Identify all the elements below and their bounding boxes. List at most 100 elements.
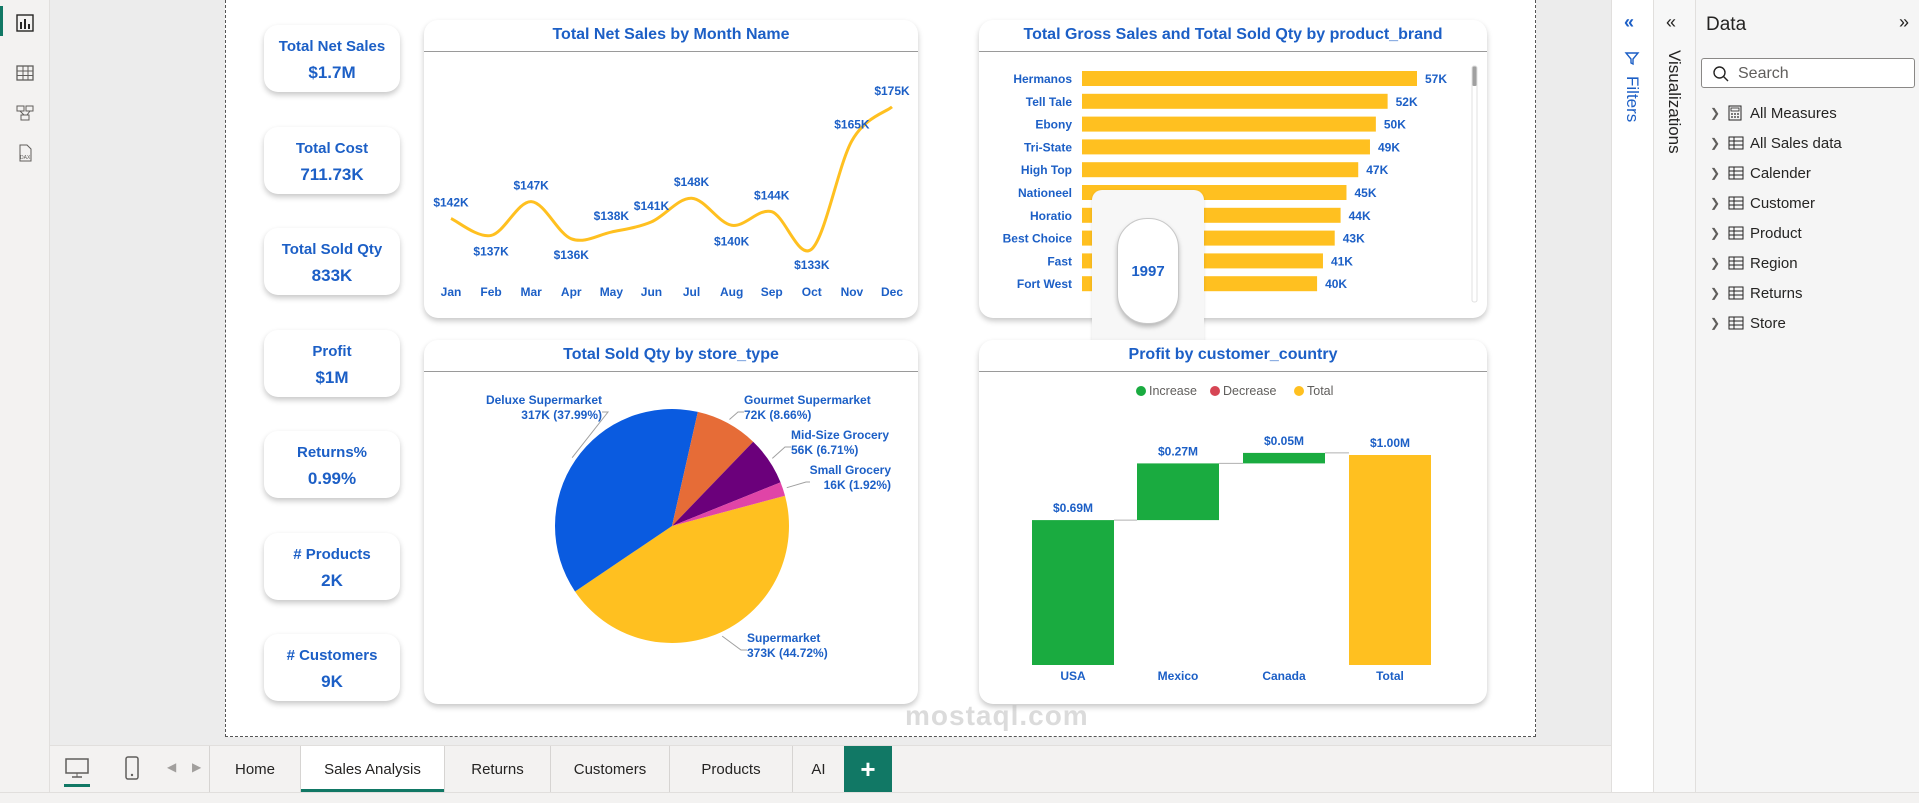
filters-label[interactable]: Filters — [1623, 76, 1642, 123]
x-tick-label: Aug — [720, 285, 743, 299]
waterfall-bar[interactable] — [1137, 463, 1219, 521]
collapse-data-pane-icon[interactable]: » — [1898, 12, 1909, 32]
chevron-right-icon[interactable]: ❯ — [1710, 166, 1721, 180]
slice-value-label: 56K (6.71%) — [791, 443, 858, 457]
y-tick-label: Nationeel — [1018, 186, 1072, 200]
layout-active-indicator — [64, 784, 90, 787]
slice-name-label: Mid-Size Grocery — [791, 428, 889, 442]
data-table-item[interactable]: ❯ Store — [1710, 311, 1786, 335]
y-tick-label: Horatio — [1030, 209, 1072, 223]
pie-slice[interactable] — [672, 441, 781, 526]
data-table-item[interactable]: ❯ Customer — [1710, 191, 1815, 215]
y-tick-label: Tri-State — [1024, 140, 1072, 154]
data-table-item[interactable]: ❯ Product — [1710, 221, 1802, 245]
model-view-icon[interactable] — [12, 100, 38, 126]
pie-chart-card[interactable]: Total Sold Qty by store_type Supermarket… — [424, 340, 918, 704]
data-table-item[interactable]: ❯ Calender — [1710, 161, 1811, 185]
data-pane: Data » Search ❯ All Measures ❯ All Sales da… — [1695, 0, 1919, 792]
x-tick-label: Dec — [881, 285, 903, 299]
chevron-right-icon[interactable]: ❯ — [1710, 106, 1721, 120]
kpi-card: Returns% 0.99% — [264, 431, 400, 498]
visualizations-label[interactable]: Visualizations — [1665, 50, 1684, 154]
bar[interactable] — [1082, 162, 1359, 178]
x-tick-label: Oct — [802, 285, 822, 299]
bar[interactable] — [1082, 139, 1370, 155]
x-tick-label: Apr — [561, 285, 582, 299]
chevron-right-icon[interactable]: ❯ — [1710, 196, 1721, 210]
data-label: 57K — [1425, 72, 1447, 86]
data-label: 47K — [1366, 163, 1388, 177]
table-view-icon[interactable] — [12, 60, 38, 86]
slice-value-label: 317K (37.99%) — [521, 408, 602, 422]
legend-label[interactable]: Decrease — [1223, 384, 1277, 398]
title-divider — [979, 371, 1487, 372]
data-table-item[interactable]: ❯ All Measures — [1710, 101, 1837, 125]
bar-chart-title: Total Gross Sales and Total Sold Qty by … — [1023, 26, 1443, 43]
legend-label[interactable]: Total — [1307, 384, 1333, 398]
report-page: Total Net Sales $1.7M Total Cost 711.73K Tot… — [225, 0, 1536, 737]
x-tick-label: Jun — [641, 285, 662, 299]
desktop-layout-icon[interactable] — [64, 756, 90, 787]
kpi-card: Profit $1M — [264, 329, 400, 397]
scroll-left-icon[interactable]: ◀ — [167, 760, 177, 774]
data-table-item[interactable]: ❯ Region — [1710, 251, 1798, 275]
dax-query-view-icon[interactable]: DAX — [12, 140, 38, 166]
pie-slice[interactable] — [672, 411, 754, 526]
chevron-right-icon[interactable]: ❯ — [1710, 316, 1721, 330]
tab-ai[interactable]: AI — [792, 746, 844, 793]
scrollbar-track[interactable] — [1471, 65, 1478, 303]
scrollbar-thumb[interactable] — [1472, 66, 1477, 86]
chevron-right-icon[interactable]: ❯ — [1710, 136, 1721, 150]
data-label: $175K — [874, 84, 910, 98]
waterfall-chart-card[interactable]: Profit by customer_country Increase Decre… — [979, 340, 1487, 704]
data-search-input[interactable]: Search — [1701, 58, 1915, 88]
waterfall-bar[interactable] — [1032, 520, 1114, 665]
page-tab-bar: ◀ ▶ Home Sales Analysis Returns Customers Pr… — [50, 745, 1611, 793]
chevron-right-icon[interactable]: ❯ — [1710, 256, 1721, 270]
filters-pane[interactable]: « Filters — [1611, 0, 1653, 792]
tab-home[interactable]: Home — [209, 746, 300, 793]
kpi-value: 711.73K — [300, 164, 364, 184]
kpi-value: $1M — [315, 367, 349, 387]
expand-visualizations-icon[interactable]: « — [1666, 12, 1677, 32]
bar[interactable] — [1082, 93, 1388, 109]
search-icon — [1713, 66, 1729, 82]
table-icon — [1728, 315, 1750, 331]
report-view-icon[interactable] — [12, 10, 38, 36]
leader-line — [786, 481, 810, 489]
active-view-indicator — [0, 6, 3, 36]
waterfall-bar[interactable] — [1349, 455, 1431, 665]
waterfall-bar[interactable] — [1243, 452, 1325, 464]
add-page-button[interactable]: + — [844, 746, 892, 793]
mobile-layout-icon[interactable] — [124, 755, 140, 786]
data-table-item[interactable]: ❯ All Sales data — [1710, 131, 1842, 155]
pie-chart-title: Total Sold Qty by store_type — [563, 346, 779, 363]
tab-returns[interactable]: Returns — [444, 746, 550, 793]
visualizations-pane[interactable]: « Visualizations — [1653, 0, 1695, 792]
bar-chart-card[interactable]: Total Gross Sales and Total Sold Qty by … — [979, 20, 1487, 318]
data-label: $137K — [473, 244, 509, 258]
pie-slice[interactable] — [672, 482, 786, 526]
pie-slice[interactable] — [555, 408, 698, 592]
slice-name-label: Gourmet Supermarket — [744, 393, 871, 407]
expand-filters-icon[interactable]: « — [1624, 12, 1635, 32]
data-label: 49K — [1378, 140, 1400, 154]
line-chart-card[interactable]: Total Net Sales by Month Name Jan Feb Mar A… — [424, 20, 918, 318]
year-button-1997[interactable]: 1997 — [1117, 218, 1179, 324]
bar[interactable] — [1082, 71, 1417, 86]
line-chart: Jan Feb Mar Apr May Jun Jul Aug Sep Oct Nov Dec $142… — [433, 84, 910, 299]
data-table-item[interactable]: ❯ Returns — [1710, 281, 1803, 305]
kpi-card: Total Cost 711.73K — [264, 126, 400, 194]
x-tick-label: Sep — [761, 285, 783, 299]
scroll-right-icon[interactable]: ▶ — [192, 760, 202, 774]
bar[interactable] — [1082, 116, 1376, 132]
pie-slice[interactable] — [575, 495, 790, 644]
tab-customers[interactable]: Customers — [550, 746, 669, 793]
tab-sales-analysis[interactable]: Sales Analysis — [300, 746, 444, 793]
chevron-right-icon[interactable]: ❯ — [1710, 286, 1721, 300]
data-table-label: Returns — [1750, 284, 1803, 302]
legend-label[interactable]: Increase — [1149, 384, 1197, 398]
chevron-right-icon[interactable]: ❯ — [1710, 226, 1721, 240]
tab-products[interactable]: Products — [669, 746, 792, 793]
